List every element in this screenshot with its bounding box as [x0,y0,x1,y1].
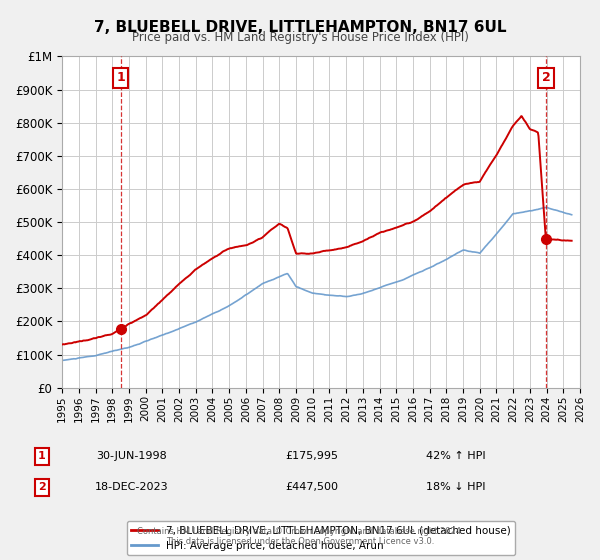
Text: Contains HM Land Registry data © Crown copyright and database right 2024.
This d: Contains HM Land Registry data © Crown c… [137,526,463,546]
Text: 7, BLUEBELL DRIVE, LITTLEHAMPTON, BN17 6UL: 7, BLUEBELL DRIVE, LITTLEHAMPTON, BN17 6… [94,20,506,35]
Text: 1: 1 [116,72,125,85]
Text: 1: 1 [38,451,46,461]
Text: 42% ↑ HPI: 42% ↑ HPI [426,451,486,461]
Text: 2: 2 [542,72,550,85]
Text: 18-DEC-2023: 18-DEC-2023 [95,482,169,492]
Text: Price paid vs. HM Land Registry's House Price Index (HPI): Price paid vs. HM Land Registry's House … [131,31,469,44]
Text: £447,500: £447,500 [286,482,338,492]
Text: 2: 2 [38,482,46,492]
Text: £175,995: £175,995 [286,451,338,461]
Legend: 7, BLUEBELL DRIVE, LITTLEHAMPTON, BN17 6UL (detached house), HPI: Average price,: 7, BLUEBELL DRIVE, LITTLEHAMPTON, BN17 6… [127,521,515,555]
Text: 18% ↓ HPI: 18% ↓ HPI [426,482,486,492]
Text: 30-JUN-1998: 30-JUN-1998 [97,451,167,461]
